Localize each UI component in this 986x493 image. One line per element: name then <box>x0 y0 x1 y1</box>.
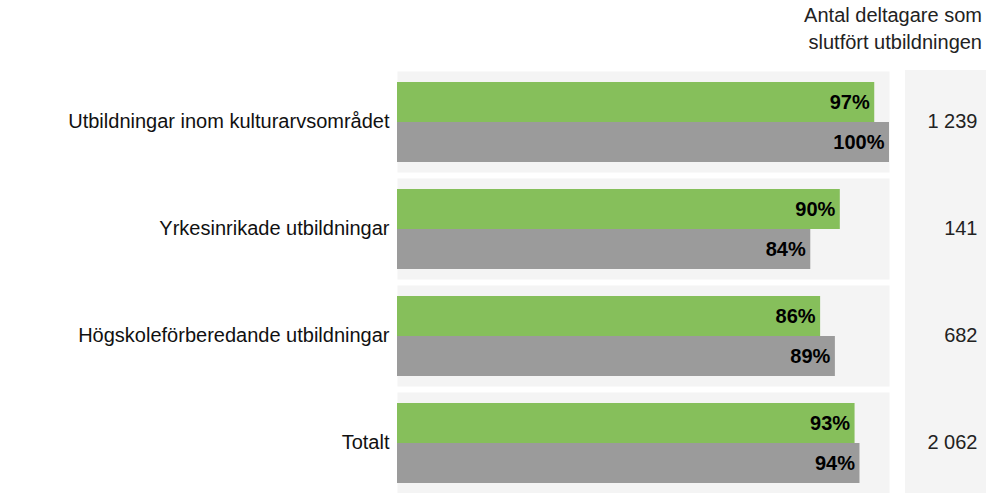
svg-text:89%: 89% <box>790 345 830 367</box>
svg-text:93%: 93% <box>810 412 850 434</box>
svg-text:Högskoleförberedande utbildnin: Högskoleförberedande utbildningar <box>78 324 390 346</box>
svg-text:1 239: 1 239 <box>927 110 977 132</box>
svg-text:Utbildningar inom kulturarvsom: Utbildningar inom kulturarvsområdet <box>68 110 390 132</box>
svg-text:86%: 86% <box>776 305 816 327</box>
svg-text:141: 141 <box>944 217 977 239</box>
svg-text:Totalt: Totalt <box>342 431 390 453</box>
svg-text:97%: 97% <box>830 91 870 113</box>
svg-text:90%: 90% <box>795 198 835 220</box>
svg-text:Yrkesinrikade utbildningar: Yrkesinrikade utbildningar <box>159 217 389 239</box>
svg-text:84%: 84% <box>766 238 806 260</box>
svg-text:2 062: 2 062 <box>927 431 977 453</box>
svg-text:682: 682 <box>944 324 977 346</box>
svg-text:Antal deltagare somslutfört ut: Antal deltagare somslutfört utbildningen <box>804 4 982 53</box>
svg-text:94%: 94% <box>815 452 855 474</box>
svg-text:100%: 100% <box>833 131 884 153</box>
